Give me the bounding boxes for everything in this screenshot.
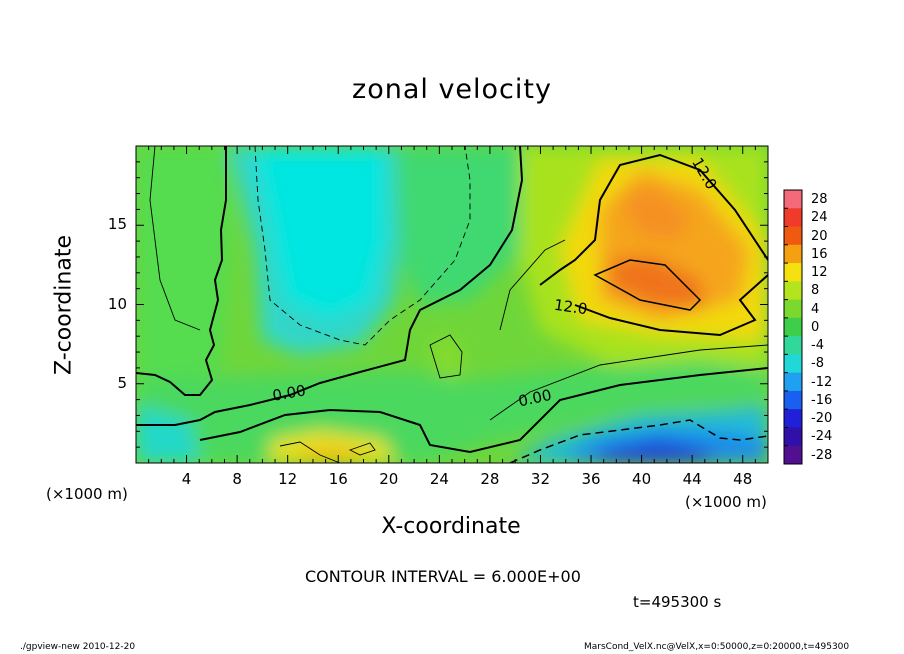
colorbar-label: 20	[811, 228, 828, 244]
contour-interval-text: CONTOUR INTERVAL = 6.000E+00	[305, 567, 581, 586]
x-tick-label: 8	[232, 470, 242, 488]
colorbar-swatch	[784, 317, 802, 337]
x-tick-label: 16	[328, 470, 348, 488]
colorbar-label: 0	[811, 319, 820, 335]
colorbar-label: 12	[811, 265, 828, 281]
x-tick-label: 44	[682, 470, 702, 488]
x-tick-label: 40	[632, 470, 652, 488]
colorbar	[783, 189, 803, 465]
colorbar-swatch	[784, 208, 802, 228]
colorbar-label: 24	[811, 210, 828, 226]
y-tick-label: 15	[107, 215, 127, 234]
zero-contour-middle	[136, 146, 524, 426]
colorbar-label: -20	[811, 411, 833, 427]
field-fill	[136, 146, 768, 463]
x-tick-label: 32	[530, 470, 551, 488]
x-tick-label: 20	[379, 470, 399, 488]
colorbar-swatch	[784, 427, 802, 447]
inner-contour	[593, 259, 702, 311]
y-scale-note: (×1000 m)	[46, 485, 128, 503]
colorbar-swatch	[784, 226, 802, 246]
colorbar-label: -12	[811, 374, 833, 390]
colorbar-swatch	[784, 354, 802, 374]
thin-contour-3	[429, 334, 463, 379]
zero-contour-lower	[199, 367, 768, 454]
colorbar-swatch	[784, 372, 802, 392]
thin-contour-5	[489, 239, 768, 421]
colorbar-label: 16	[811, 246, 828, 262]
colorbar-label: -4	[811, 338, 824, 354]
colorbar-swatch	[784, 336, 802, 355]
footer-right: MarsCond_VelX.nc@VelX,x=0:50000,z=0:2000…	[584, 642, 850, 652]
contour-lines	[136, 146, 768, 463]
thin-contour-1	[254, 146, 471, 346]
chart-title: zonal velocity	[352, 74, 552, 105]
colorbar-swatch	[784, 263, 802, 282]
footer-left: ./gpview-new 2010-12-20	[20, 642, 136, 652]
colorbar-label: 8	[811, 283, 820, 299]
contour-label: 12.0	[553, 296, 589, 318]
x-tick-label: 24	[429, 470, 449, 488]
axis-tick-group	[136, 146, 768, 463]
colorbar-label: -8	[811, 356, 824, 372]
colorbar-swatch	[784, 390, 802, 410]
colorbar-label: -24	[811, 429, 833, 445]
x-scale-note: (×1000 m)	[685, 493, 767, 511]
x-tick-label: 28	[480, 470, 500, 488]
twelve-contour	[539, 153, 768, 337]
zero-contour-left	[136, 146, 227, 396]
colorbar-swatch	[784, 299, 802, 319]
colorbar-swatch	[784, 445, 802, 465]
x-tick-label: 12	[278, 470, 298, 488]
x-axis-label-text: X-coordinate	[381, 514, 521, 539]
colorbar-label: 28	[811, 192, 828, 207]
thin-contour-2	[149, 146, 201, 331]
thin-contour-4	[279, 441, 376, 463]
colorbar-frame	[783, 189, 803, 465]
negative-contour	[509, 419, 768, 463]
colorbar-swatch	[784, 244, 802, 264]
y-tick-label: 5	[117, 373, 127, 392]
colorbar-swatch	[784, 409, 802, 428]
x-tick-label: 4	[181, 470, 192, 488]
x-axis-label: X-coordinate	[0, 514, 904, 539]
contour-label: 0.00	[271, 381, 307, 405]
colorbar-label: -28	[811, 447, 833, 463]
colorbar-swatch	[784, 190, 802, 209]
colorbar-label: -16	[811, 392, 833, 408]
x-tick-label: 36	[581, 470, 601, 488]
colorbar-label: 4	[811, 301, 820, 317]
x-tick-label: 48	[733, 470, 753, 488]
time-readout: t=495300 s	[633, 593, 722, 611]
y-tick-label: 10	[107, 294, 127, 313]
colorbar-swatch	[784, 281, 802, 301]
